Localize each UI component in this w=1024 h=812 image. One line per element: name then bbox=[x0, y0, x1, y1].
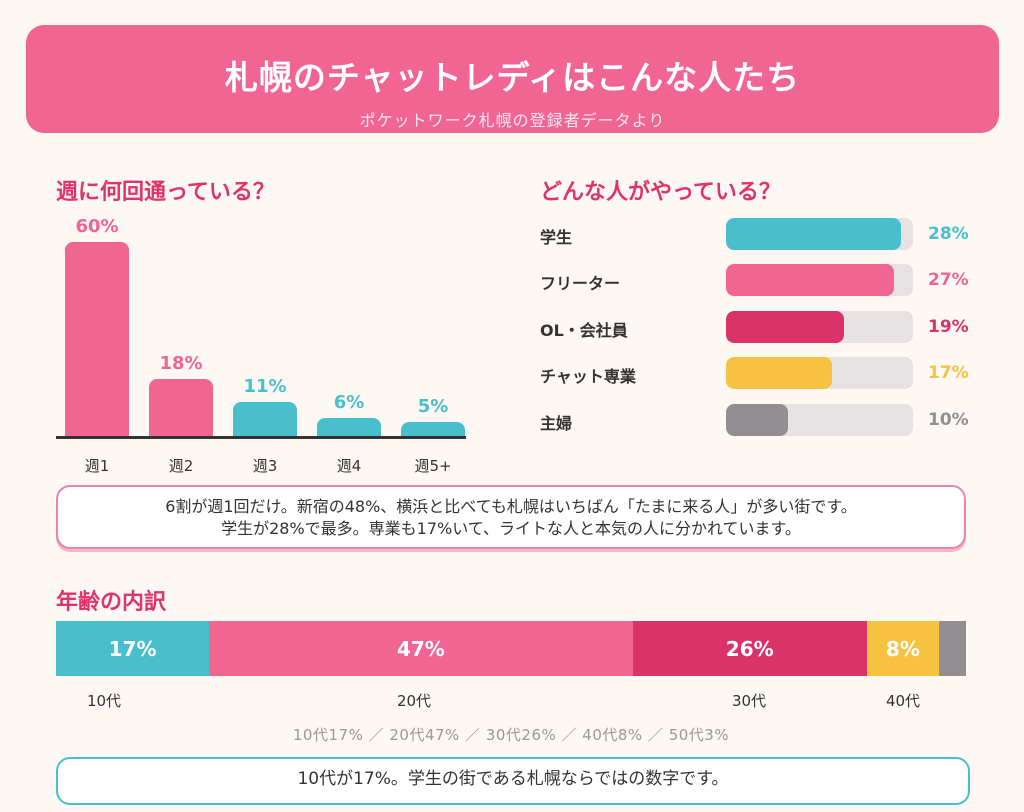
who-section-title: どんな人がやっている？ bbox=[540, 180, 781, 205]
weekly-summary-note: 6割が週1回だけ。新宿の48%、横浜と比べても札幌はいちばん「たまに来る人」が多… bbox=[56, 485, 966, 549]
age-stacked-bar: 17% 47% 26% 8% bbox=[56, 621, 966, 676]
age-category-label: 20代 bbox=[396, 692, 432, 710]
weekly-bar-chart: 60% 18% 11% 6% 5% bbox=[56, 210, 466, 438]
weekly-bar-value: 6% bbox=[333, 392, 365, 414]
who-category-label: OL・会社員 bbox=[540, 321, 628, 340]
who-bar-value: 17% bbox=[928, 363, 969, 383]
page-subtitle: ポケットワーク札幌の登録者データより bbox=[359, 111, 666, 130]
weekly-x-tick: 週1 bbox=[84, 457, 110, 475]
weekly-bar bbox=[65, 242, 129, 438]
who-bar-value: 28% bbox=[928, 224, 969, 244]
weekly-bar-value: 5% bbox=[417, 395, 449, 417]
weekly-bar-value: 60% bbox=[75, 216, 119, 237]
age-category-label: 40代 bbox=[885, 692, 921, 710]
age-segment: 47% bbox=[209, 621, 633, 676]
who-bar-track bbox=[726, 404, 913, 436]
chart-baseline bbox=[56, 436, 466, 439]
age-category-label: 30代 bbox=[731, 692, 767, 710]
age-section-title: 年齢の内訳 bbox=[56, 590, 167, 615]
age-category-label: 10代 bbox=[86, 692, 122, 710]
who-bar-track bbox=[726, 218, 913, 250]
weekly-bar-value: 18% bbox=[159, 353, 203, 375]
who-bar bbox=[726, 218, 901, 250]
who-bar-track bbox=[726, 264, 913, 296]
weekly-x-tick: 週2 bbox=[168, 457, 194, 475]
weekly-x-tick: 週5+ bbox=[414, 457, 452, 475]
who-category-label: 学生 bbox=[540, 228, 573, 247]
age-note: 10代が17%。学生の街である札幌ならではの数字です。 bbox=[56, 757, 970, 805]
age-segment bbox=[938, 621, 966, 676]
age-segment: 17% bbox=[56, 621, 210, 676]
who-bar-value: 10% bbox=[928, 410, 969, 430]
who-category-label: 主婦 bbox=[540, 414, 573, 433]
note-line-1: 6割が週1回だけ。新宿の48%、横浜と比べても札幌はいちばん「たまに来る人」が多… bbox=[165, 497, 857, 516]
who-bar bbox=[726, 357, 832, 389]
weekly-x-tick: 週3 bbox=[252, 457, 278, 475]
who-bar bbox=[726, 404, 789, 436]
who-category-label: フリーター bbox=[540, 274, 621, 293]
who-bar-track bbox=[726, 357, 913, 389]
weekly-bar bbox=[401, 421, 465, 438]
who-bar bbox=[726, 311, 845, 343]
who-bar bbox=[726, 264, 895, 296]
age-segment: 8% bbox=[866, 621, 939, 676]
weekly-x-tick: 週4 bbox=[336, 457, 362, 475]
page-title: 札幌のチャットレディはこんな人たち bbox=[224, 58, 801, 97]
header-banner: 札幌のチャットレディはこんな人たち ポケットワーク札幌の登録者データより bbox=[26, 25, 999, 133]
weekly-section-title: 週に何回通っている？ bbox=[56, 180, 275, 205]
age-summary-text: 10代17% ／ 20代47% ／ 30代26% ／ 40代8% ／ 50代3% bbox=[292, 726, 730, 744]
who-bar-value: 27% bbox=[928, 270, 969, 290]
who-category-label: チャット専業 bbox=[540, 367, 636, 386]
weekly-bar bbox=[233, 402, 297, 438]
weekly-bar bbox=[317, 418, 381, 438]
note-line-2: 学生が28%で最多。専業も17%いて、ライトな人と本気の人に分かれています。 bbox=[221, 519, 801, 538]
age-segment: 26% bbox=[632, 621, 867, 676]
who-bar-track bbox=[726, 311, 913, 343]
who-bar-value: 19% bbox=[928, 317, 969, 337]
weekly-bar bbox=[149, 379, 213, 438]
weekly-bar-value: 11% bbox=[243, 376, 287, 398]
